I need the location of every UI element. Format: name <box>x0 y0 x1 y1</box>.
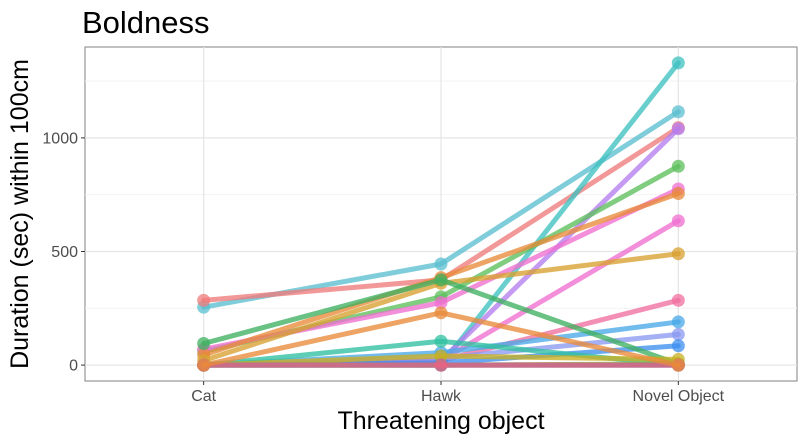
data-point <box>671 105 685 119</box>
data-point <box>197 293 211 307</box>
data-point <box>671 56 685 70</box>
data-point <box>671 358 685 372</box>
data-point <box>671 122 685 136</box>
data-point <box>671 327 685 341</box>
data-point <box>671 315 685 329</box>
x-tick-label: Hawk <box>421 388 462 405</box>
series-layer <box>197 56 685 372</box>
data-point <box>197 337 211 351</box>
x-tick-label: Novel Object <box>633 388 725 405</box>
x-tick-label: Cat <box>191 388 216 405</box>
y-tick-label: 0 <box>69 358 78 375</box>
chart-title: Boldness <box>82 5 210 40</box>
axis-ticks: 0 500 1000 Cat Hawk Novel Object <box>42 130 724 405</box>
y-axis-title: Duration (sec) within 100cm <box>6 59 34 369</box>
data-point <box>671 214 685 228</box>
data-point <box>434 358 448 372</box>
data-point <box>671 159 685 173</box>
series-21 <box>197 306 685 372</box>
data-point <box>434 257 448 271</box>
x-axis-title: Threatening object <box>337 407 544 435</box>
data-point <box>671 187 685 201</box>
data-point <box>434 296 448 310</box>
y-tick-label: 500 <box>51 244 78 261</box>
data-point <box>434 334 448 348</box>
data-point <box>197 358 211 372</box>
data-point <box>671 293 685 307</box>
data-point <box>434 273 448 287</box>
data-point <box>434 306 448 320</box>
data-point <box>434 349 448 363</box>
data-point <box>671 247 685 261</box>
y-tick-label: 1000 <box>42 130 78 147</box>
data-point <box>671 339 685 353</box>
